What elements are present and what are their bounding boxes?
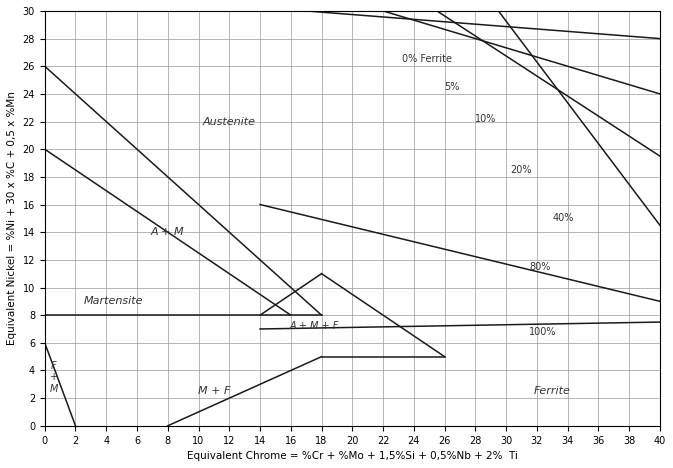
Text: 80%: 80%: [529, 262, 551, 272]
Text: A + M: A + M: [151, 227, 184, 237]
Text: 5%: 5%: [445, 82, 460, 92]
Text: Ferrite: Ferrite: [534, 386, 571, 396]
Text: M + F: M + F: [198, 386, 230, 396]
Text: 40%: 40%: [553, 213, 573, 223]
Text: Martensite: Martensite: [84, 296, 143, 307]
Text: F
+
M: F + M: [50, 361, 58, 394]
Text: 0% Ferrite: 0% Ferrite: [402, 54, 452, 64]
Text: A + M + F: A + M + F: [289, 321, 339, 331]
X-axis label: Equivalent Chrome = %Cr + %Mo + 1,5%Si + 0,5%Nb + 2%  Ti: Equivalent Chrome = %Cr + %Mo + 1,5%Si +…: [187, 451, 518, 461]
Text: 10%: 10%: [475, 114, 497, 124]
Text: Austenite: Austenite: [203, 117, 256, 126]
Text: 20%: 20%: [511, 165, 532, 175]
Text: 100%: 100%: [529, 327, 557, 337]
Y-axis label: Equivalent Nickel = %Ni + 30 x %C + 0,5 x %Mn: Equivalent Nickel = %Ni + 30 x %C + 0,5 …: [7, 91, 17, 345]
